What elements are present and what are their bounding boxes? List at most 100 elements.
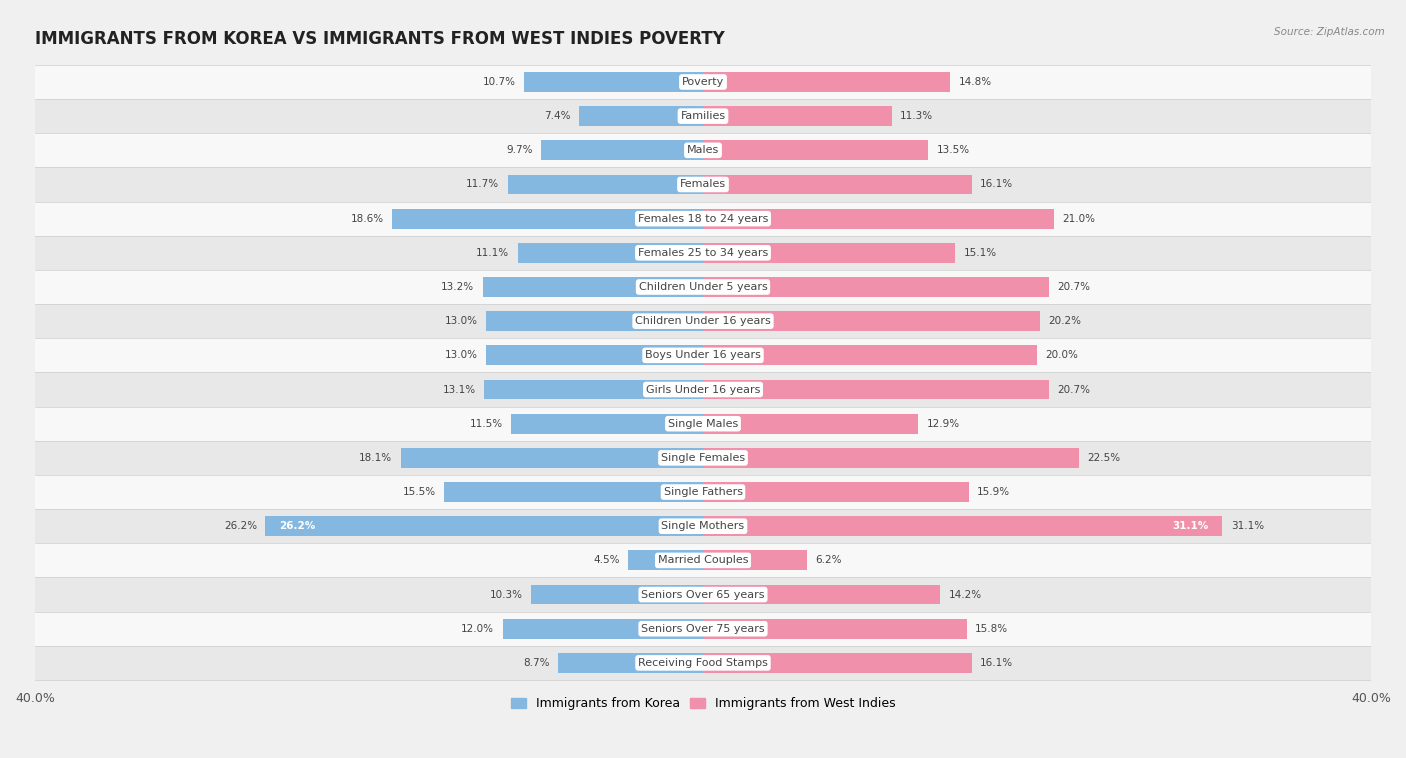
Bar bbox=[486, 346, 703, 365]
Text: 9.7%: 9.7% bbox=[506, 146, 533, 155]
Text: Receiving Food Stamps: Receiving Food Stamps bbox=[638, 658, 768, 668]
Bar bbox=[558, 653, 703, 673]
Text: 10.7%: 10.7% bbox=[482, 77, 516, 87]
Bar bbox=[35, 168, 1371, 202]
Text: 26.2%: 26.2% bbox=[224, 522, 257, 531]
Bar bbox=[703, 140, 928, 160]
Text: 15.8%: 15.8% bbox=[976, 624, 1008, 634]
Bar bbox=[484, 380, 703, 399]
Bar bbox=[531, 584, 703, 604]
Text: 31.1%: 31.1% bbox=[1173, 522, 1209, 531]
Text: 10.3%: 10.3% bbox=[489, 590, 523, 600]
Text: Females 18 to 24 years: Females 18 to 24 years bbox=[638, 214, 768, 224]
Bar bbox=[502, 619, 703, 639]
Text: 13.0%: 13.0% bbox=[444, 316, 478, 326]
Text: 15.9%: 15.9% bbox=[977, 487, 1010, 497]
Bar bbox=[703, 619, 967, 639]
Bar bbox=[35, 338, 1371, 372]
Text: Children Under 5 years: Children Under 5 years bbox=[638, 282, 768, 292]
Text: 13.0%: 13.0% bbox=[444, 350, 478, 360]
Text: 18.1%: 18.1% bbox=[359, 453, 392, 463]
Text: Poverty: Poverty bbox=[682, 77, 724, 87]
Bar bbox=[35, 65, 1371, 99]
Text: 20.2%: 20.2% bbox=[1049, 316, 1081, 326]
Text: Single Fathers: Single Fathers bbox=[664, 487, 742, 497]
Text: Boys Under 16 years: Boys Under 16 years bbox=[645, 350, 761, 360]
Text: Children Under 16 years: Children Under 16 years bbox=[636, 316, 770, 326]
Bar bbox=[703, 72, 950, 92]
Bar bbox=[35, 441, 1371, 475]
Text: IMMIGRANTS FROM KOREA VS IMMIGRANTS FROM WEST INDIES POVERTY: IMMIGRANTS FROM KOREA VS IMMIGRANTS FROM… bbox=[35, 30, 724, 49]
Text: 20.0%: 20.0% bbox=[1046, 350, 1078, 360]
Bar bbox=[35, 475, 1371, 509]
Bar bbox=[35, 270, 1371, 304]
Text: Seniors Over 65 years: Seniors Over 65 years bbox=[641, 590, 765, 600]
Text: 6.2%: 6.2% bbox=[815, 556, 841, 565]
Text: 13.2%: 13.2% bbox=[441, 282, 474, 292]
Text: 13.1%: 13.1% bbox=[443, 384, 475, 394]
Legend: Immigrants from Korea, Immigrants from West Indies: Immigrants from Korea, Immigrants from W… bbox=[506, 692, 900, 715]
Bar bbox=[703, 414, 918, 434]
Bar bbox=[541, 140, 703, 160]
Bar bbox=[703, 174, 972, 194]
Text: Females: Females bbox=[681, 180, 725, 190]
Text: Single Males: Single Males bbox=[668, 418, 738, 429]
Text: 11.7%: 11.7% bbox=[467, 180, 499, 190]
Text: 20.7%: 20.7% bbox=[1057, 282, 1090, 292]
Text: Seniors Over 75 years: Seniors Over 75 years bbox=[641, 624, 765, 634]
Bar bbox=[517, 243, 703, 263]
Text: 20.7%: 20.7% bbox=[1057, 384, 1090, 394]
Bar bbox=[392, 208, 703, 229]
Text: 4.5%: 4.5% bbox=[593, 556, 620, 565]
Bar bbox=[579, 106, 703, 126]
Text: 14.8%: 14.8% bbox=[959, 77, 991, 87]
Bar bbox=[35, 202, 1371, 236]
Bar bbox=[401, 448, 703, 468]
Text: 11.5%: 11.5% bbox=[470, 418, 502, 429]
Bar bbox=[703, 550, 807, 570]
Bar bbox=[35, 509, 1371, 543]
Bar bbox=[703, 346, 1038, 365]
Text: 13.5%: 13.5% bbox=[936, 146, 970, 155]
Bar bbox=[35, 612, 1371, 646]
Text: 12.0%: 12.0% bbox=[461, 624, 495, 634]
Text: 21.0%: 21.0% bbox=[1062, 214, 1095, 224]
Bar bbox=[703, 208, 1053, 229]
Bar bbox=[35, 304, 1371, 338]
Bar bbox=[444, 482, 703, 502]
Bar bbox=[628, 550, 703, 570]
Bar bbox=[703, 380, 1049, 399]
Bar bbox=[703, 106, 891, 126]
Bar bbox=[35, 99, 1371, 133]
Bar bbox=[703, 653, 972, 673]
Bar bbox=[35, 578, 1371, 612]
Text: 16.1%: 16.1% bbox=[980, 180, 1014, 190]
Bar bbox=[508, 174, 703, 194]
Text: 16.1%: 16.1% bbox=[980, 658, 1014, 668]
Text: Girls Under 16 years: Girls Under 16 years bbox=[645, 384, 761, 394]
Bar bbox=[35, 406, 1371, 441]
Bar bbox=[35, 236, 1371, 270]
Text: Married Couples: Married Couples bbox=[658, 556, 748, 565]
Bar bbox=[703, 277, 1049, 297]
Text: 7.4%: 7.4% bbox=[544, 111, 571, 121]
Bar bbox=[703, 584, 941, 604]
Text: 22.5%: 22.5% bbox=[1087, 453, 1121, 463]
Text: 14.2%: 14.2% bbox=[949, 590, 981, 600]
Bar bbox=[266, 516, 703, 536]
Bar bbox=[482, 277, 703, 297]
Bar bbox=[703, 312, 1040, 331]
Text: 15.5%: 15.5% bbox=[402, 487, 436, 497]
Text: 26.2%: 26.2% bbox=[278, 522, 315, 531]
Text: 8.7%: 8.7% bbox=[523, 658, 550, 668]
Text: 15.1%: 15.1% bbox=[963, 248, 997, 258]
Bar bbox=[35, 372, 1371, 406]
Text: Single Females: Single Females bbox=[661, 453, 745, 463]
Bar bbox=[35, 133, 1371, 168]
Bar bbox=[703, 482, 969, 502]
Bar bbox=[703, 243, 955, 263]
Text: 11.3%: 11.3% bbox=[900, 111, 934, 121]
Bar bbox=[524, 72, 703, 92]
Text: Single Mothers: Single Mothers bbox=[661, 522, 745, 531]
Text: Families: Families bbox=[681, 111, 725, 121]
